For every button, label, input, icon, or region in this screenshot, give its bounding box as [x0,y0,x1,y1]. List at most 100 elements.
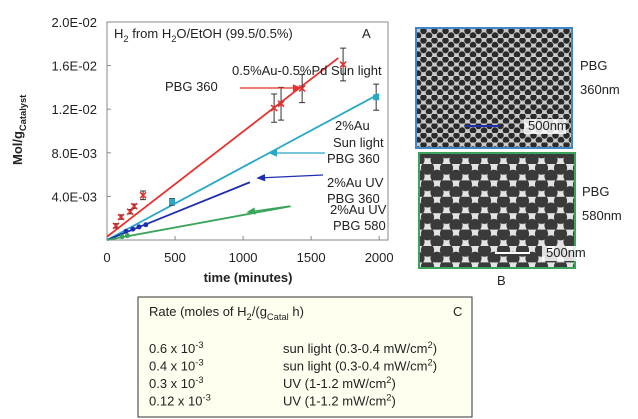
text-part: h) [289,304,304,319]
marker [339,60,347,69]
plot-frame [106,21,389,241]
series-label: PBG 360 [327,151,380,166]
marker [123,228,129,234]
text-part: 0.3 x 10 [149,376,195,391]
text-part: ) [392,376,396,391]
rate-value: 0.3 x 10-3 [149,375,204,391]
image-label: PBG [580,58,607,73]
text-part: sun light (0.3-0.4 mW/cm [283,359,428,374]
text-part: UV (1-1.2 mW/cm [283,376,386,391]
rate-table [137,296,473,418]
chart-title: H2 from H2O/EtOH (99.5/0.5%) [114,26,293,44]
marker [277,100,285,108]
series-label: 2%Au UV [330,202,387,217]
series-label: PBG 580 [333,218,386,233]
image-label: 360nm [580,82,620,97]
marker [130,202,138,210]
series-label: PBG 360 [327,191,380,206]
scale-label: 500nm [546,245,586,260]
text-part: 2 [386,393,391,403]
rate-condition: sun light (0.3-0.4 mW/cm2) [283,340,437,356]
arrow [268,149,325,157]
y-tick-label: 1.2E-02 [51,102,97,117]
text-part: -3 [203,393,211,403]
y-tick-label: 2.0E-02 [51,15,97,30]
image-label: 580nm [582,208,622,223]
marker [117,213,125,221]
panel-label: C [453,304,462,319]
marker [139,191,147,199]
marker [169,198,176,205]
x-tick-label: 2000 [365,250,394,265]
rate-condition: UV (1-1.2 mW/cm2) [283,393,396,409]
text-part: Mol/g [10,131,25,165]
marker [126,208,134,216]
text-part: ) [433,359,437,374]
text-part: 0.12 x 10 [149,394,203,409]
panel-label: A [362,26,371,41]
marker [112,222,120,230]
marker [373,94,380,101]
marker [270,104,278,112]
x-tick-label: 0 [103,250,110,265]
text-part: 0.4 x 10 [149,359,195,374]
marker [136,224,142,230]
y-tick-label: 8.0E-03 [51,146,97,161]
y-axis-label: Mol/gCatalyst [10,95,28,165]
table-header: Rate (moles of H2/(gCatal h) [149,304,304,322]
marker [119,234,125,240]
fit-line [106,93,380,241]
x-axis-label: time (minutes) [204,270,293,285]
text-part: O/EtOH (99.5/0.5%) [176,26,292,41]
series-label: 0.5%Au-0.5%Pd Sun light [232,63,382,78]
rate-condition: UV (1-1.2 mW/cm2) [283,375,396,391]
text-part: -3 [195,358,203,368]
text-part: /(g [252,304,267,319]
text-part: 2 [123,34,128,44]
y-tick-label: 1.6E-02 [51,59,97,74]
x-tick-label: 1000 [229,250,258,265]
text-part: Catal [267,312,289,322]
text-part: UV (1-1.2 mW/cm [283,394,386,409]
text-part: -3 [195,340,203,350]
series-label: 2%Au UV [327,175,384,190]
series-label: Sun light [333,135,384,150]
y-tick-label: 4.0E-03 [51,189,97,204]
text-part: ) [392,394,396,409]
marker [298,84,306,93]
text-part: -3 [195,375,203,385]
rate-value: 0.12 x 10-3 [149,393,211,409]
text-part: H [114,26,123,41]
x-tick-label: 500 [164,250,186,265]
arrow [240,84,302,92]
series-label: PBG 360 [165,79,218,94]
rate-value: 0.4 x 10-3 [149,358,204,374]
x-tick-label: 1500 [297,250,326,265]
text-part: from H [129,26,172,41]
text-part: 2 [386,375,391,385]
text-part: 0.6 x 10 [149,341,195,356]
text-part: Catalyst [18,95,28,131]
text-part: sun light (0.3-0.4 mW/cm [283,341,428,356]
text-part: 2 [428,358,433,368]
arrow [246,205,291,215]
arrow [256,173,324,182]
marker [130,226,136,232]
scale-label: 500nm [528,118,568,133]
marker [143,222,149,228]
rate-condition: sun light (0.3-0.4 mW/cm2) [283,358,437,374]
text-part: 2 [428,340,433,350]
image-label: PBG [582,184,609,199]
text-part: 2 [171,34,176,44]
text-part: 2 [247,312,252,322]
text-part: ) [433,341,437,356]
fit-line [106,205,291,241]
scale-box [524,119,566,134]
series-label: 2%Au [335,118,370,133]
scale-box [542,246,584,261]
marker [124,233,130,239]
panel-label: B [497,273,506,288]
text-part: Rate (moles of H [149,304,247,319]
